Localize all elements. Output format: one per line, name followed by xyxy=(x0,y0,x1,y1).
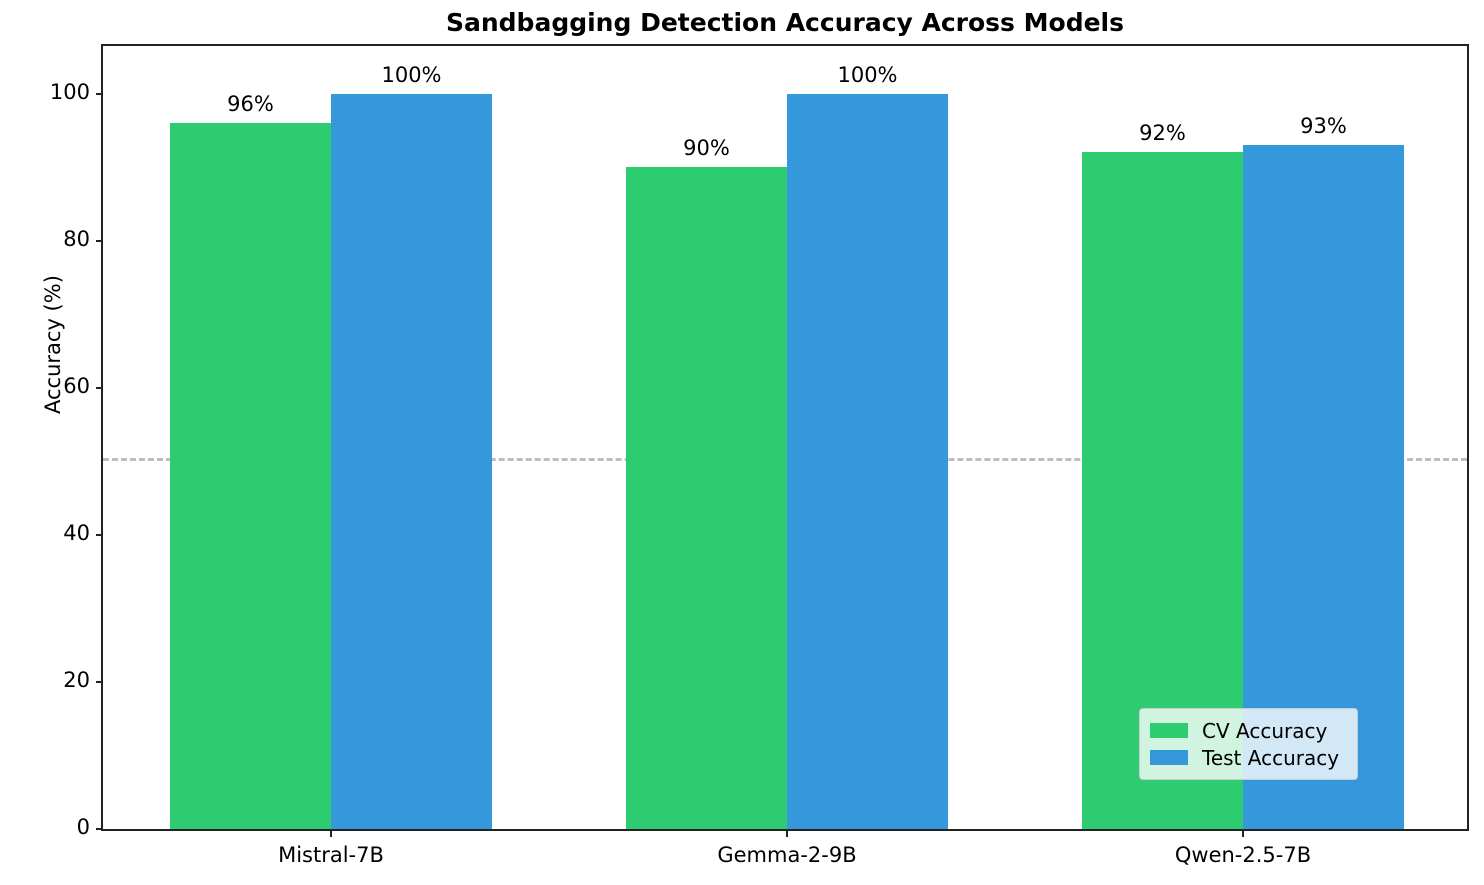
x-tick-label: Mistral-7B xyxy=(278,843,384,867)
legend-label-cv-accuracy: CV Accuracy xyxy=(1202,718,1328,743)
chart-title: Sandbagging Detection Accuracy Across Mo… xyxy=(445,8,1124,37)
chart-legend: CV Accuracy Test Accuracy xyxy=(1139,708,1358,780)
bar xyxy=(626,167,787,829)
x-tick-mark xyxy=(1242,829,1244,837)
legend-item[interactable]: Test Accuracy xyxy=(1150,744,1347,771)
bar-value-label: 90% xyxy=(683,136,730,161)
x-tick-label: Qwen-2.5-7B xyxy=(1174,843,1312,867)
x-tick-label: Gemma-2-9B xyxy=(717,843,857,867)
y-tick-mark xyxy=(95,680,103,683)
plot-area: Accuracy (%) 0 20 40 60 80 100 96% 100% 90% 100%… xyxy=(41,44,1469,867)
x-tick-mark xyxy=(786,829,788,837)
legend-label-test-accuracy: Test Accuracy xyxy=(1202,745,1340,770)
y-tick-mark xyxy=(95,239,103,242)
y-tick-label: 80 xyxy=(63,226,90,251)
legend-item[interactable]: CV Accuracy xyxy=(1150,717,1347,744)
y-tick-label: 20 xyxy=(63,667,90,692)
plot-inner: Accuracy (%) 0 20 40 60 80 100 96% 100% 90% 100%… xyxy=(41,46,1467,867)
bar-value-label: 92% xyxy=(1139,121,1186,146)
y-tick-label: 100 xyxy=(49,79,90,104)
y-tick-label: 60 xyxy=(63,373,90,398)
bar xyxy=(787,93,948,829)
bar-value-label: 96% xyxy=(227,91,274,116)
bar-value-label: 100% xyxy=(381,62,442,87)
y-tick-mark xyxy=(95,533,103,536)
x-tick-mark xyxy=(330,829,332,837)
bar xyxy=(331,93,492,829)
y-tick-label: 0 xyxy=(76,815,90,839)
y-tick-mark xyxy=(95,92,103,95)
y-tick-mark xyxy=(95,828,103,830)
y-tick-mark xyxy=(95,386,103,389)
legend-swatch-cv-accuracy xyxy=(1150,723,1188,738)
bar-value-label: 100% xyxy=(837,62,898,87)
legend-swatch-test-accuracy xyxy=(1150,750,1188,765)
bar-value-label: 93% xyxy=(1300,113,1347,138)
y-tick-label: 40 xyxy=(63,520,90,545)
bar xyxy=(170,122,331,829)
